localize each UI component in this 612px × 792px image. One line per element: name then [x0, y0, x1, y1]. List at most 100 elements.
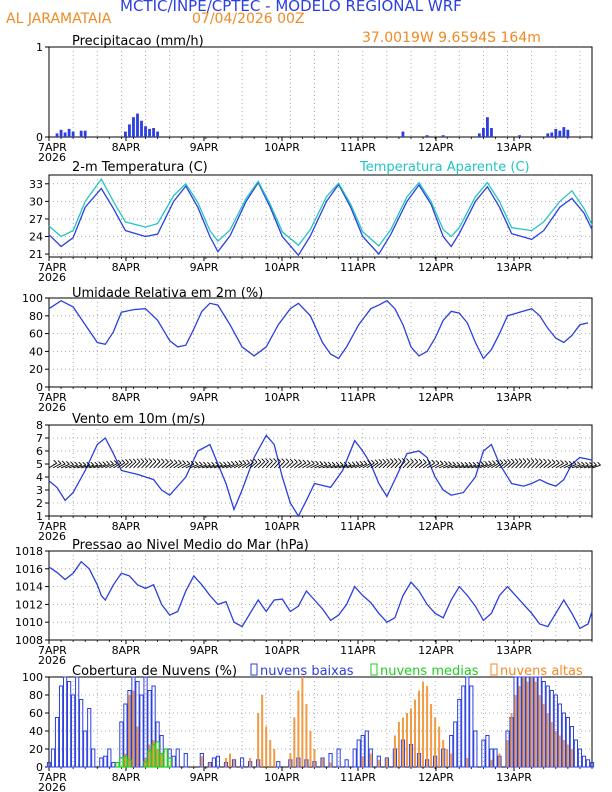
- wind-barb: [543, 461, 552, 469]
- x-tick-label: 9APR: [190, 520, 219, 533]
- wind-barb-flag: [456, 461, 461, 466]
- high-cloud-bar: [305, 704, 308, 767]
- wind-barb: [406, 461, 414, 469]
- y-tick-label: 1010: [15, 616, 43, 629]
- precip-bar: [83, 130, 87, 137]
- wind-barb-flag: [74, 461, 78, 466]
- wind-barb: [394, 461, 402, 469]
- wind-barb-flag: [343, 461, 348, 466]
- wind-barb-flag: [351, 461, 356, 466]
- wind-barb: [378, 461, 386, 469]
- wind-barb-flag: [414, 458, 418, 463]
- x-tick-label: 7APR: [38, 261, 67, 274]
- wind-barb: [209, 464, 219, 469]
- wind-barb: [56, 463, 66, 469]
- high-cloud-bar: [297, 690, 300, 767]
- precip-bar: [63, 132, 67, 137]
- medium-cloud-bar: [151, 743, 156, 768]
- low-cloud-bar: [473, 730, 478, 768]
- panel-title: Cobertura de Nuvens (%): [72, 664, 237, 679]
- low-cloud-bar: [54, 717, 60, 768]
- low-cloud-bar: [352, 748, 357, 768]
- wind-barb-flag: [177, 459, 182, 464]
- high-cloud-bar: [522, 677, 525, 767]
- high-cloud-bar: [136, 726, 139, 767]
- low-cloud-bar: [183, 753, 188, 768]
- x-tick-label: 11APR: [340, 141, 376, 154]
- precip-bar: [140, 120, 143, 137]
- y-tick-label: 80: [29, 689, 43, 702]
- wind-barb-flag: [198, 461, 203, 466]
- high-cloud-bar: [273, 749, 276, 767]
- wind-barb-flag: [203, 461, 207, 466]
- legend-high-label: nuvens altas: [500, 664, 583, 679]
- high-cloud-bar: [229, 753, 231, 767]
- precip-bar: [562, 127, 566, 137]
- wind-barb: [362, 463, 371, 469]
- x-tick-label: 7APR: [38, 644, 67, 657]
- x-tick-label: 7APR: [38, 520, 67, 533]
- wind-barb-flag: [66, 461, 70, 465]
- low-cloud-bar: [71, 694, 76, 768]
- wind-barb: [342, 464, 352, 469]
- wind-barb-flag: [560, 460, 564, 464]
- wind-barb: [290, 461, 298, 469]
- low-cloud-bar: [577, 748, 583, 768]
- precip-bar: [128, 124, 131, 137]
- wind-barb-flag: [518, 458, 523, 462]
- wind-barb: [302, 462, 311, 469]
- wind-barb: [410, 461, 418, 469]
- wind-barb-flag: [555, 459, 560, 464]
- wind-barb: [237, 462, 246, 469]
- wind-barb: [181, 463, 190, 469]
- wind-barb: [434, 463, 444, 469]
- wind-barb-flag: [169, 459, 174, 463]
- wind-barb-flag: [543, 458, 547, 463]
- wind-barb-flag: [273, 458, 277, 462]
- x-tick-label: 10APR: [264, 644, 300, 657]
- series-line: [48, 299, 589, 360]
- wind-barb-flag: [78, 461, 83, 466]
- precip-bar: [518, 135, 521, 137]
- low-cloud-bar: [79, 699, 84, 768]
- high-cloud-bar: [128, 695, 131, 767]
- wind-barb-flag: [311, 460, 315, 464]
- y-tick-label: 100: [22, 292, 43, 305]
- wind-barb: [68, 464, 78, 469]
- precip-bar: [558, 130, 562, 137]
- wind-barb-flag: [257, 458, 262, 463]
- wind-barb-flag: [249, 459, 254, 463]
- wind-barb: [177, 463, 186, 469]
- high-cloud-bar: [490, 759, 493, 767]
- precip-bar: [550, 132, 554, 137]
- wind-barb-flag: [90, 461, 95, 466]
- wind-barb-flag: [61, 460, 66, 465]
- wind-barb: [273, 461, 281, 469]
- medium-cloud-bar: [115, 761, 120, 768]
- series-line: [48, 177, 593, 247]
- x-tick-label: 8APR: [112, 520, 141, 533]
- wind-barb: [169, 462, 178, 469]
- x-tick-label: 9APR: [190, 644, 219, 657]
- wind-barb-flag: [367, 460, 371, 464]
- low-cloud-bar: [107, 748, 112, 768]
- y-tick-label: 20: [29, 363, 43, 376]
- wind-barb-flag: [207, 461, 211, 466]
- precip-bar: [79, 130, 83, 137]
- medium-cloud-bar: [123, 755, 128, 768]
- y-tick-label: 1008: [15, 634, 43, 647]
- low-cloud-bar: [171, 755, 176, 768]
- high-cloud-bar: [224, 758, 227, 767]
- precip-bar: [156, 131, 159, 137]
- wind-barb-flag: [113, 460, 118, 464]
- wind-barb-flag: [121, 459, 126, 464]
- high-cloud-bar: [414, 699, 417, 767]
- high-cloud-bar: [506, 740, 509, 767]
- legend-medium-label: nuvens medias: [380, 664, 479, 679]
- wind-barb-flag: [277, 458, 281, 462]
- high-cloud-bar: [233, 759, 236, 767]
- wind-barb-flag: [581, 461, 585, 466]
- wind-barb-flag: [547, 458, 552, 463]
- wind-barb-flag: [327, 461, 332, 466]
